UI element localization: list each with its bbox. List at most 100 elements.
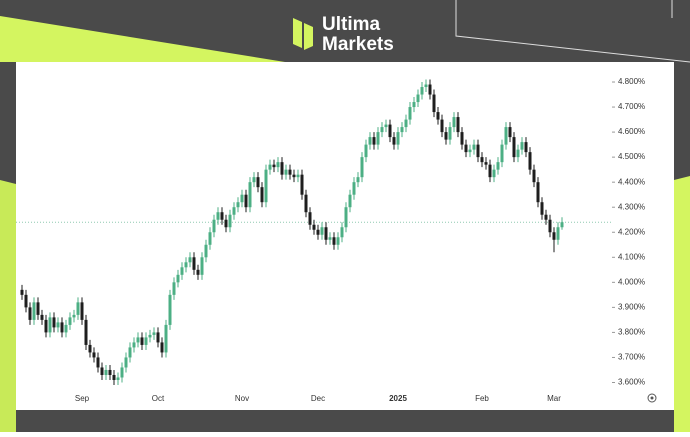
candle-body bbox=[308, 212, 312, 225]
candle-body bbox=[404, 119, 408, 128]
candle-body bbox=[500, 144, 504, 163]
candle-body bbox=[528, 152, 532, 170]
candle-body bbox=[228, 214, 232, 228]
candle-body bbox=[52, 317, 56, 328]
y-tick-label: 3.900% bbox=[618, 302, 645, 311]
plot: 4.800% 4.700% 4.600% 4.500% 4.400% 4.300% 4.20… bbox=[16, 77, 645, 403]
candle-body bbox=[32, 302, 36, 320]
candle-body bbox=[292, 174, 296, 178]
candle-body bbox=[116, 377, 120, 380]
y-tick-label: 4.600% bbox=[618, 127, 645, 136]
candle-body bbox=[476, 144, 480, 158]
y-tick-label: 4.500% bbox=[618, 152, 645, 161]
candle-body bbox=[64, 324, 68, 333]
y-tick-label: 4.300% bbox=[618, 202, 645, 211]
candle-body bbox=[296, 174, 300, 178]
candle-body bbox=[536, 182, 540, 203]
candle-body bbox=[392, 137, 396, 145]
candle-body bbox=[336, 237, 340, 245]
candle-body bbox=[524, 142, 528, 153]
y-tick-label: 4.000% bbox=[618, 277, 645, 286]
candle-body bbox=[556, 227, 560, 240]
candle-body bbox=[200, 257, 204, 275]
candle-body bbox=[260, 187, 264, 203]
candle-body bbox=[196, 269, 200, 275]
candle-body bbox=[388, 124, 392, 138]
candle-body bbox=[516, 149, 520, 158]
brand-line2: Markets bbox=[322, 34, 394, 55]
candle-body bbox=[264, 169, 268, 203]
candle-body bbox=[252, 177, 256, 183]
candle-body bbox=[148, 334, 152, 338]
accent-top bbox=[0, 16, 285, 62]
candle-body bbox=[368, 137, 372, 145]
candle-body bbox=[284, 169, 288, 175]
x-tick-label: Sep bbox=[75, 394, 90, 403]
accent-right bbox=[674, 176, 690, 432]
candle-body bbox=[236, 202, 240, 208]
candle-body bbox=[420, 87, 424, 95]
candle-body bbox=[76, 302, 80, 315]
candle-body bbox=[276, 162, 280, 168]
candle-body bbox=[160, 342, 164, 353]
x-tick-label: 2025 bbox=[389, 394, 407, 403]
candle-body bbox=[424, 84, 428, 88]
candle-body bbox=[44, 319, 48, 333]
candle-body bbox=[360, 157, 364, 178]
candle-body bbox=[120, 367, 124, 378]
candle-body bbox=[468, 149, 472, 153]
y-tick-label: 4.200% bbox=[618, 227, 645, 236]
candle-body bbox=[128, 347, 132, 358]
candle-body bbox=[132, 342, 136, 348]
candle-body bbox=[136, 337, 140, 343]
candle-body bbox=[452, 117, 456, 128]
candle-body bbox=[216, 212, 220, 220]
candle-body bbox=[240, 194, 244, 203]
candle-body bbox=[380, 127, 384, 133]
candle-body bbox=[460, 132, 464, 145]
candle-body bbox=[20, 289, 24, 295]
x-tick-label: Feb bbox=[475, 394, 489, 403]
candle-body bbox=[348, 194, 352, 208]
candle-body bbox=[256, 177, 260, 188]
candle-body bbox=[280, 162, 284, 175]
candle-body bbox=[428, 84, 432, 95]
candle-body bbox=[416, 94, 420, 103]
candle-body bbox=[444, 132, 448, 140]
candle-body bbox=[440, 119, 444, 133]
candle-body bbox=[548, 219, 552, 233]
candle-body bbox=[80, 302, 84, 320]
candle-body bbox=[532, 169, 536, 183]
settings-icon[interactable] bbox=[647, 393, 657, 403]
brand-line1: Ultima bbox=[322, 14, 381, 35]
candle-body bbox=[36, 302, 40, 315]
candle-body bbox=[312, 224, 316, 230]
y-tick-label: 4.400% bbox=[618, 177, 645, 186]
candle-body bbox=[540, 202, 544, 215]
candle-body bbox=[316, 229, 320, 235]
candle-body bbox=[552, 232, 556, 240]
candle-body bbox=[244, 194, 248, 208]
candle-body bbox=[272, 164, 276, 168]
x-tick-label: Oct bbox=[152, 394, 165, 403]
candle-body bbox=[504, 127, 508, 145]
candle-body bbox=[108, 369, 112, 375]
candle-body bbox=[184, 262, 188, 268]
logo bbox=[293, 18, 313, 50]
candle-body bbox=[464, 144, 468, 153]
x-tick-label: Mar bbox=[547, 394, 561, 403]
candle-body bbox=[512, 137, 516, 158]
candle-body bbox=[28, 307, 32, 320]
y-tick-label: 4.100% bbox=[618, 252, 645, 261]
candle-body bbox=[396, 132, 400, 145]
candle-body bbox=[152, 332, 156, 335]
candle-body bbox=[412, 102, 416, 108]
candle-body bbox=[356, 177, 360, 183]
candle-body bbox=[304, 194, 308, 213]
candle-body bbox=[92, 352, 96, 358]
candle-body bbox=[168, 294, 172, 325]
candle-body bbox=[376, 132, 380, 145]
candle-body bbox=[364, 144, 368, 158]
chart-panel bbox=[16, 62, 674, 410]
candle-body bbox=[144, 337, 148, 345]
